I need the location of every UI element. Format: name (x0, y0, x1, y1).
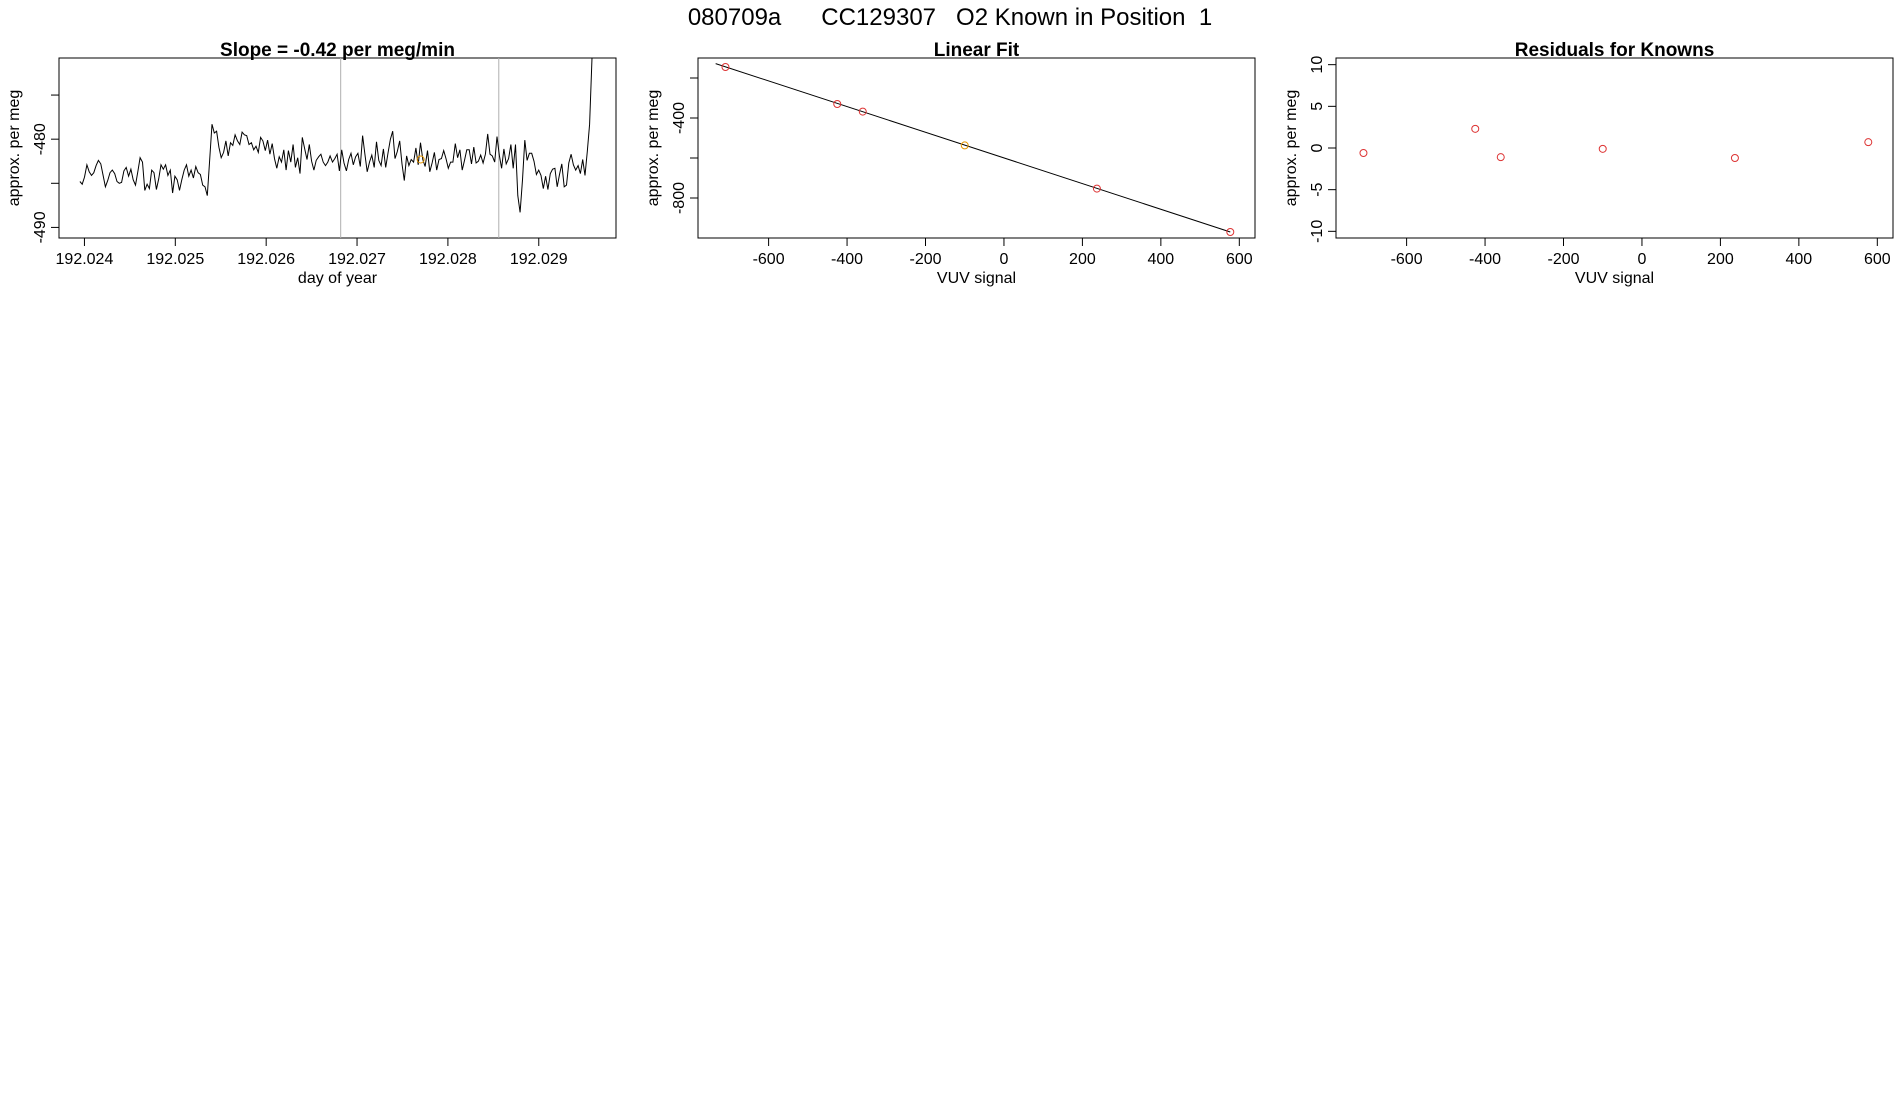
y-tick-label: 0 (1309, 143, 1326, 152)
x-tick-label: 400 (1786, 251, 1813, 268)
chart-title: Slope = -0.42 per meg/min (220, 40, 455, 61)
y-axis-label: approx. per meg (6, 90, 23, 207)
highlight-point (416, 155, 425, 164)
y-tick-label: -400 (671, 102, 688, 134)
x-tick-label: 400 (1148, 251, 1175, 268)
x-axis-label: VUV signal (1575, 270, 1654, 287)
data-point (721, 63, 730, 71)
y-tick-label: 5 (1309, 102, 1326, 111)
y-tick-label: -10 (1309, 220, 1326, 243)
x-tick-label: -200 (909, 251, 941, 268)
x-tick-label: -600 (1391, 251, 1423, 268)
y-tick-label: -5 (1309, 182, 1326, 196)
plot-frame (697, 57, 1256, 239)
data-point (1496, 153, 1505, 162)
x-axis-label: day of year (298, 270, 378, 287)
plots-canvas: Slope = -0.42 per meg/min 192.024 192.025 1… (6, 40, 1894, 287)
y-tick-label: -490 (32, 211, 49, 243)
data-point (858, 107, 867, 116)
x-tick-label: -400 (831, 251, 863, 268)
data-point (833, 100, 842, 108)
x-tick-label: 600 (1864, 251, 1891, 268)
x-tick-label: 600 (1226, 251, 1253, 268)
page-title: 080709a CC129307 O2 Known in Position 1 (687, 4, 1213, 31)
x-tick-label: 192.026 (237, 251, 295, 268)
data-point (1359, 149, 1368, 157)
fit-line (715, 63, 1231, 233)
x-tick-label: 192.027 (328, 251, 386, 268)
chart-panel-1: Slope = -0.42 per meg/min 192.024 192.025 1… (6, 40, 617, 287)
y-axis-label: approx. per meg (645, 90, 662, 207)
data-point (1598, 144, 1607, 153)
plot-frame (58, 57, 617, 239)
data-point (1864, 138, 1873, 147)
chart-panel-3: Residuals for Knowns -600 -400 -200 0 200 400 6… (1283, 40, 1894, 287)
chart-title: Linear Fit (934, 40, 1020, 61)
x-tick-label: 192.025 (146, 251, 204, 268)
data-point (1226, 228, 1235, 236)
x-tick-label: 200 (1069, 251, 1096, 268)
data-point (1471, 124, 1480, 133)
y-tick-label: -480 (32, 123, 49, 155)
data-point (1730, 154, 1739, 162)
x-tick-label: -600 (753, 251, 785, 268)
x-axis-label: VUV signal (937, 270, 1016, 287)
data-point (960, 141, 969, 150)
x-tick-label: 0 (1000, 251, 1009, 268)
x-tick-label: 200 (1707, 251, 1734, 268)
x-tick-label: 192.028 (419, 251, 477, 268)
x-tick-label: -200 (1547, 251, 1579, 268)
x-tick-label: -400 (1469, 251, 1501, 268)
data-point (1092, 184, 1101, 193)
series-line (79, 58, 593, 213)
plot-frame (1335, 57, 1894, 239)
x-tick-label: 192.029 (510, 251, 568, 268)
y-tick-label: 10 (1309, 56, 1326, 74)
y-tick-label: -800 (671, 182, 688, 214)
chart-panel-2: Linear Fit -600 -400 -200 0 200 400 600 VUV sign… (645, 40, 1256, 287)
y-axis-label: approx. per meg (1283, 90, 1300, 207)
chart-title: Residuals for Knowns (1515, 40, 1715, 61)
x-tick-label: 192.024 (56, 251, 114, 268)
x-tick-label: 0 (1638, 251, 1647, 268)
